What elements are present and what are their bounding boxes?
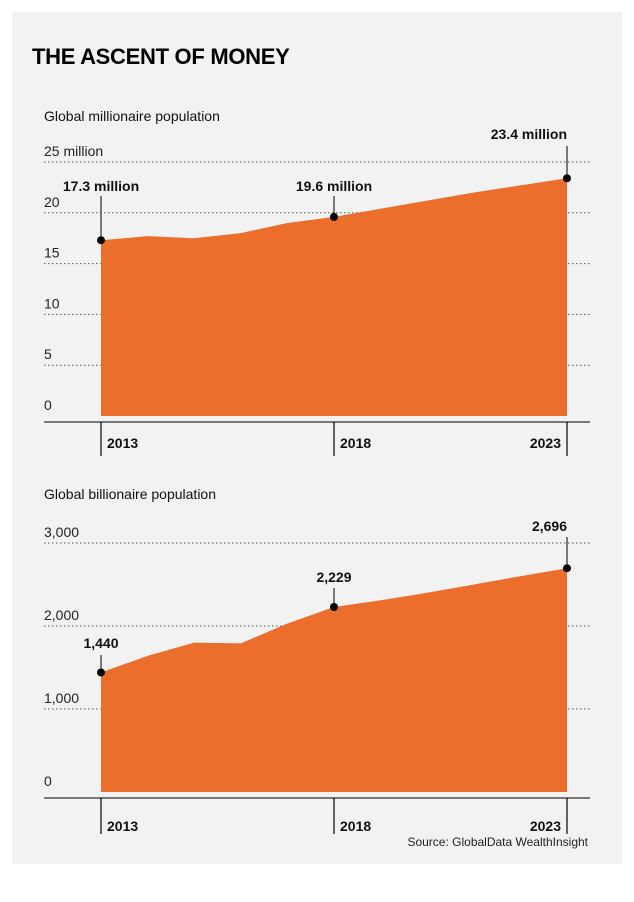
x-tick-label: 2018 [340,435,371,451]
y-tick-label: 2,000 [44,607,79,623]
y-tick-label: 20 [44,194,60,210]
data-label: 2,696 [532,518,567,534]
area-series [101,568,567,792]
data-label: 23.4 million [491,126,567,142]
y-tick-label: 1,000 [44,690,79,706]
data-point-marker [97,668,105,677]
data-label: 17.3 million [63,178,139,194]
chart-subtitle: Global millionaire population [44,108,220,124]
x-tick-label: 2018 [340,818,371,834]
page-title: THE ASCENT OF MONEY [32,44,290,69]
y-tick-label: 3,000 [44,524,79,540]
y-tick-label: 5 [44,346,52,362]
x-tick-label: 2013 [107,818,138,834]
y-tick-label: 15 [44,245,60,261]
x-tick-label: 2023 [530,435,561,451]
data-label: 19.6 million [296,178,372,194]
data-point-marker [97,236,105,245]
data-point-marker [563,174,571,183]
chart-subtitle: Global billionaire population [44,486,216,502]
source-note: Source: GlobalData WealthInsight [407,835,588,849]
data-label: 1,440 [83,635,118,651]
data-point-marker [330,212,338,221]
data-point-marker [563,564,571,573]
y-tick-label: 0 [44,397,52,413]
y-tick-label: 0 [44,773,52,789]
data-point-marker [330,602,338,611]
data-label: 2,229 [316,569,351,585]
x-tick-label: 2023 [530,818,561,834]
area-series [101,178,567,416]
x-tick-label: 2013 [107,435,138,451]
y-tick-label: 10 [44,295,60,311]
y-tick-label: 25 million [44,143,103,159]
